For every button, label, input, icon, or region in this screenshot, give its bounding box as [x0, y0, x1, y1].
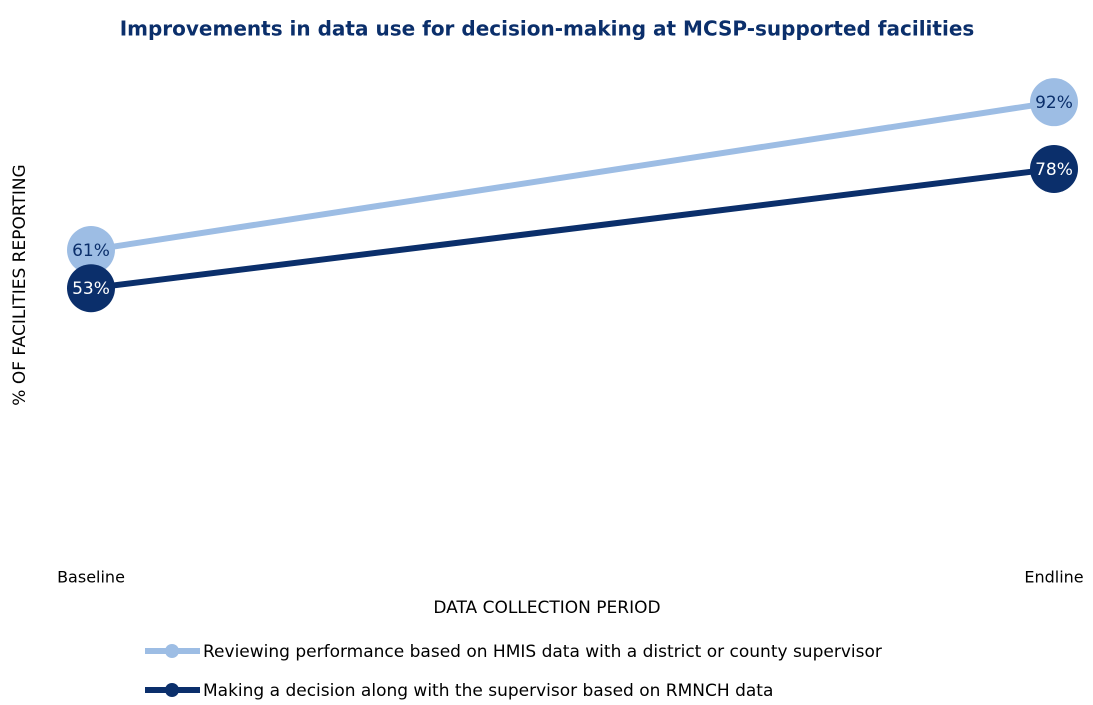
- series-line: [90, 99, 1055, 253]
- x-tick-label: Baseline: [57, 568, 125, 587]
- legend-marker: [165, 683, 179, 697]
- x-axis-label: DATA COLLECTION PERIOD: [433, 598, 660, 618]
- data-point: [67, 226, 115, 275]
- data-point: [1030, 144, 1078, 193]
- legend-marker: [165, 644, 179, 658]
- data-point: [1030, 78, 1078, 127]
- chart-title: Improvements in data use for decision-ma…: [120, 17, 975, 41]
- data-label: 78%: [1035, 160, 1073, 180]
- legend-label: Making a decision along with the supervi…: [203, 681, 773, 701]
- x-tick-label: Endline: [1024, 568, 1083, 587]
- data-label: 53%: [72, 279, 110, 299]
- y-axis-label: % OF FACILITIES REPORTING: [10, 164, 30, 405]
- data-label: 92%: [1035, 93, 1073, 113]
- data-label: 61%: [72, 241, 110, 261]
- legend-label: Reviewing performance based on HMIS data…: [203, 642, 882, 662]
- series-line: [90, 165, 1055, 292]
- data-point: [67, 264, 115, 313]
